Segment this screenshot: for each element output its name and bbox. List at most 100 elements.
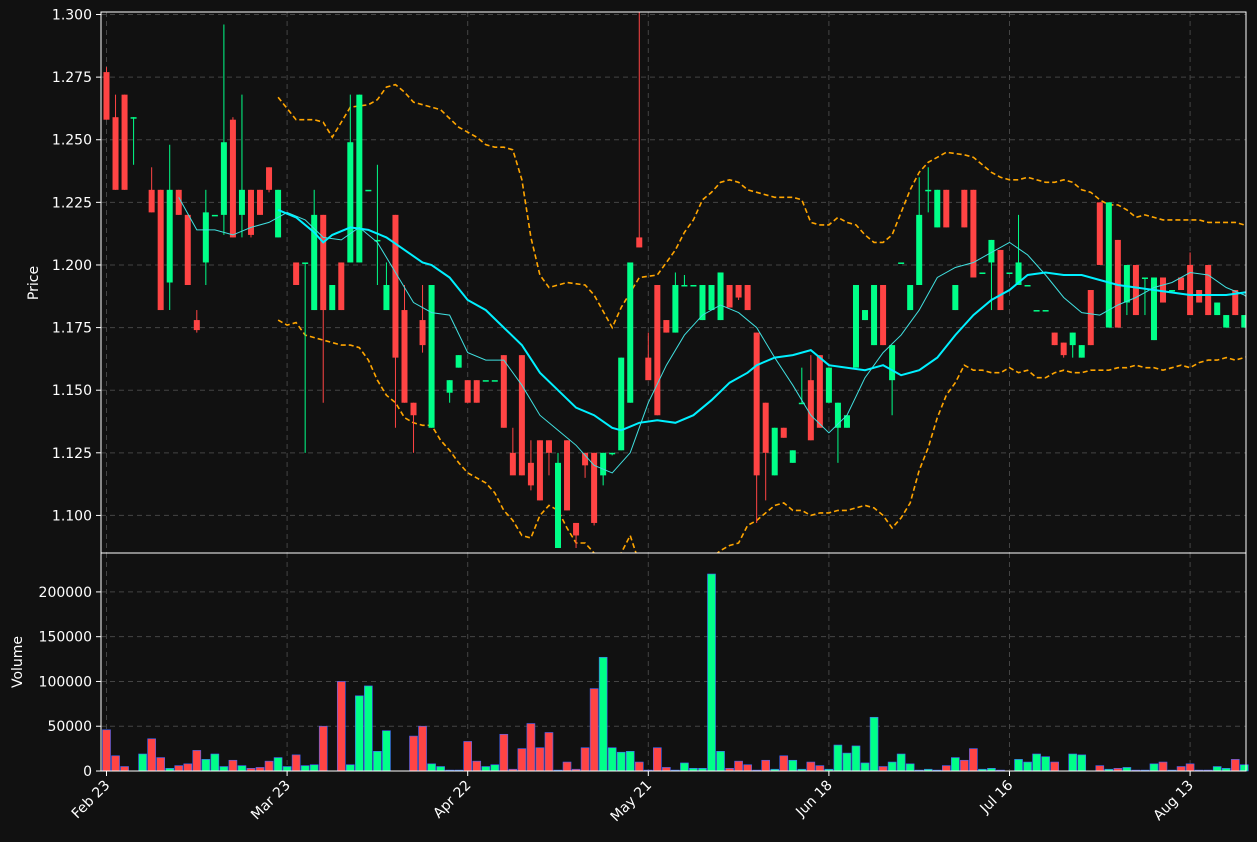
moving-averages [178, 197, 1246, 474]
candle-body [582, 452, 589, 466]
volume-bar [472, 760, 482, 772]
volume-bar [255, 767, 265, 772]
candle-body [446, 380, 453, 393]
candle-body [527, 462, 534, 486]
volume-tick-label: 200000 [39, 585, 92, 601]
candle-body [103, 72, 110, 120]
volume-bar [1068, 753, 1078, 772]
volume-bar [201, 759, 211, 772]
candle-body [654, 285, 661, 416]
volume-bar [607, 747, 617, 772]
candle-body [518, 355, 525, 476]
volume-y-axis: 0 50000 100000 150000 200000 [39, 585, 101, 780]
price-y-axis: 1.100 1.125 1.150 1.175 1.200 1.225 1.250 1.275… [52, 8, 101, 524]
candle-body [690, 285, 697, 287]
volume-bar [309, 764, 319, 772]
price-tick-label: 1.225 [52, 195, 92, 211]
volume-bar [1239, 764, 1249, 772]
volume-bar [680, 762, 689, 772]
volume-bar [355, 695, 364, 772]
candle-body [1160, 277, 1167, 303]
volume-bar [941, 765, 951, 772]
volume-bar [1032, 753, 1041, 772]
candle-body [834, 402, 841, 428]
candle-body [229, 119, 236, 238]
candle-body [645, 357, 652, 381]
volume-bar [1176, 766, 1186, 772]
candle-body [419, 320, 426, 346]
volume-bar [887, 761, 897, 772]
candle-body [1069, 332, 1076, 346]
candle-body [202, 212, 209, 263]
candle-body [609, 452, 616, 455]
candle-body [211, 214, 218, 217]
volume-bar [228, 759, 238, 772]
volume-bar [192, 750, 202, 772]
candle-body [564, 440, 571, 511]
candle-body [1015, 262, 1022, 286]
candle-body [410, 402, 417, 416]
candle-body [1141, 277, 1148, 279]
volume-bar [833, 744, 843, 772]
volume-bars [102, 573, 1249, 772]
band-upper-line [277, 83, 1246, 330]
candle-body [636, 237, 643, 248]
candle-body [735, 285, 742, 298]
candle-body [934, 189, 941, 228]
price-tick-label: 1.200 [52, 258, 92, 274]
candle-body [157, 189, 164, 311]
candle-body [374, 239, 381, 242]
volume-bar [716, 750, 725, 772]
volume-tick-label: 150000 [39, 630, 92, 646]
candle-body [852, 285, 859, 368]
volume-bar [291, 754, 301, 772]
volume-tick-label: 50000 [47, 719, 92, 735]
price-tick-label: 1.150 [52, 383, 92, 399]
candle-body [672, 285, 679, 333]
volume-bar [662, 767, 671, 772]
candle-body [266, 167, 273, 190]
candle-body [1196, 290, 1203, 303]
volume-tick-label: 100000 [39, 674, 92, 690]
volume-bar [653, 747, 662, 772]
candle-body [600, 452, 607, 476]
candle-body [347, 142, 354, 263]
volume-bar [300, 765, 310, 772]
volume-bar [346, 764, 355, 772]
candle-body [247, 189, 254, 235]
candle-body [780, 427, 787, 438]
volume-bar [517, 748, 527, 772]
volume-bar [905, 763, 915, 772]
candle-body [428, 285, 435, 428]
volume-bar [707, 573, 716, 772]
volume-bar [589, 688, 599, 772]
candle-body [302, 262, 309, 264]
price-axis-label: Price [26, 266, 42, 300]
volume-bar [526, 723, 536, 772]
volume-bar [499, 733, 509, 772]
candle-body [1169, 290, 1176, 292]
candle-body [1150, 277, 1157, 341]
volume-bar [562, 761, 572, 772]
candle-body [807, 380, 814, 441]
candle-body [184, 214, 191, 286]
price-tick-label: 1.100 [52, 508, 92, 524]
band-lower-line [277, 319, 1246, 553]
candle-body [1033, 310, 1040, 312]
candle-body [708, 285, 715, 311]
candle-body [365, 189, 372, 192]
candle-body [509, 452, 516, 476]
candle-body [1051, 332, 1058, 346]
volume-bar [842, 752, 852, 772]
volume-panel-frame [100, 552, 1247, 772]
candle-body [473, 380, 480, 403]
volume-bar [111, 755, 120, 772]
candle-body [1096, 202, 1103, 265]
candle-body [952, 285, 959, 311]
volume-bar [544, 732, 554, 772]
candle-body [753, 332, 760, 476]
candle-body [862, 310, 869, 321]
volume-bar [960, 759, 969, 772]
candle-body [1087, 290, 1094, 346]
candle-body [1214, 302, 1221, 316]
